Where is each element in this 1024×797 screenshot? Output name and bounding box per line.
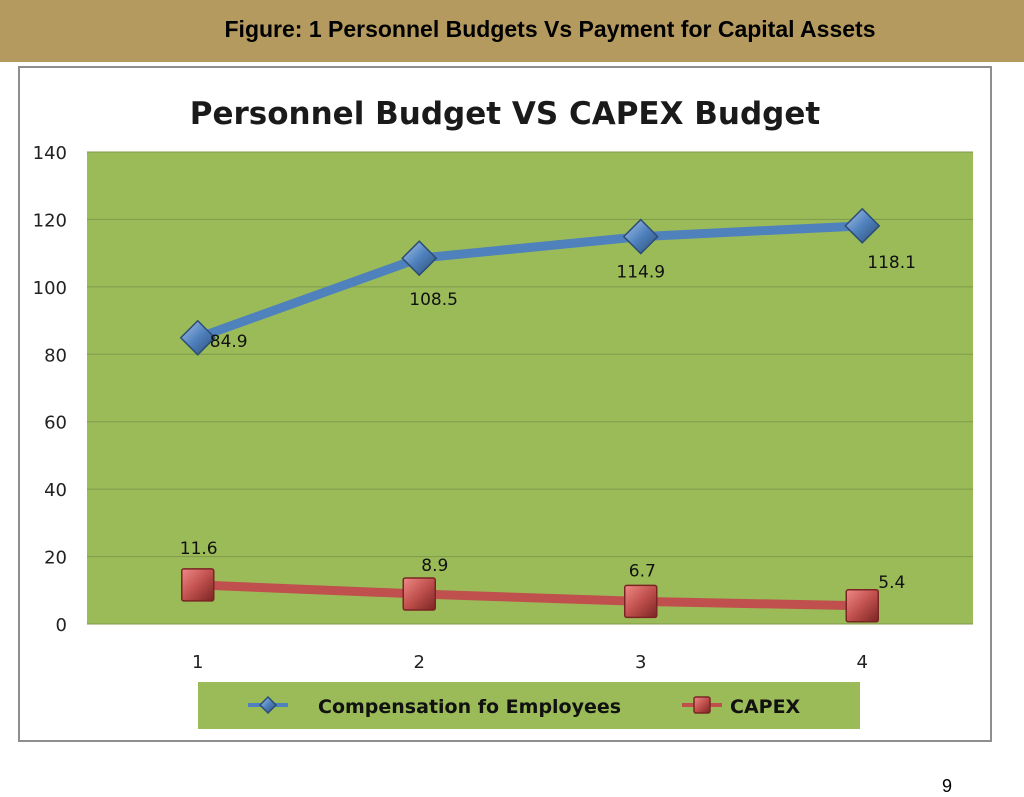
data-point [179, 319, 216, 356]
series-layer: 84.9 108.5 114.9 118.1 11.6 8.9 6.7 5.4 [179, 207, 916, 623]
data-label: 6.7 [629, 561, 656, 581]
data-point [624, 584, 658, 619]
legend-marker [693, 696, 711, 714]
y-tick-label: 100 [33, 278, 67, 299]
x-tick-label: 2 [414, 652, 425, 673]
y-tick-label: 140 [33, 143, 67, 164]
chart-title: Personnel Budget VS CAPEX Budget [190, 96, 821, 132]
legend-item: Compensation fo Employees [248, 695, 621, 718]
legend-marker [258, 695, 278, 715]
x-tick-label: 4 [857, 652, 868, 673]
y-tick-label: 0 [56, 615, 67, 636]
data-point [622, 218, 659, 255]
x-tick-label: 1 [192, 652, 203, 673]
legend-item: CAPEX [682, 696, 801, 718]
series-capex: 11.6 8.9 6.7 5.4 [180, 539, 905, 623]
data-point [401, 240, 438, 277]
gridlines [87, 151, 973, 625]
x-tick-label: 3 [635, 652, 646, 673]
chart-frame: Personnel Budget VS CAPEX Budget 0 20 40 60… [18, 66, 992, 796]
header-bar [0, 0, 1024, 62]
data-label: 84.9 [210, 332, 248, 352]
y-tick-label: 20 [44, 548, 67, 569]
data-point [844, 207, 881, 244]
page-number: 9 [942, 776, 953, 796]
data-label: 114.9 [616, 263, 665, 283]
legend: Compensation fo Employees CAPEX [198, 682, 860, 729]
data-label: 118.1 [867, 253, 916, 273]
legend-label: CAPEX [730, 696, 801, 718]
y-tick-label: 120 [33, 210, 67, 231]
legend-box [198, 682, 860, 729]
data-point [181, 568, 215, 602]
y-tick-label: 80 [44, 345, 67, 366]
chart: Personnel Budget VS CAPEX Budget 0 20 40 60… [33, 96, 973, 729]
y-tick-label: 60 [44, 413, 67, 434]
series-line [193, 221, 867, 343]
data-point [845, 589, 879, 623]
series-line [193, 580, 867, 611]
slide-title: Figure: 1 Personnel Budgets Vs Payment f… [224, 16, 876, 42]
y-tick-label: 40 [44, 480, 67, 501]
data-label: 108.5 [409, 290, 458, 310]
series-compensation: 84.9 108.5 114.9 118.1 [179, 207, 916, 356]
data-label: 5.4 [878, 573, 905, 593]
data-point [402, 577, 436, 611]
axis-labels: 0 20 40 60 80 100 120 140 1 2 3 4 [33, 143, 868, 673]
data-label: 8.9 [421, 556, 448, 576]
data-label: 11.6 [180, 539, 218, 559]
legend-label: Compensation fo Employees [318, 696, 621, 718]
